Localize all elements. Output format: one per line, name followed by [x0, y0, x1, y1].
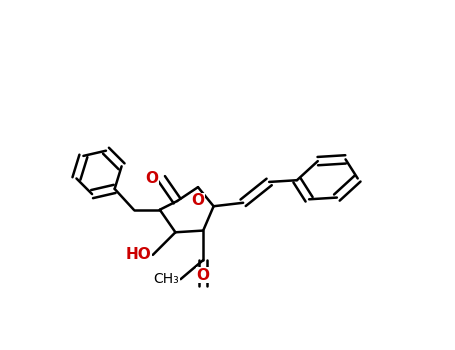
Text: O: O — [192, 194, 204, 208]
Text: O: O — [145, 171, 158, 186]
Text: CH₃: CH₃ — [153, 272, 179, 286]
Text: O: O — [197, 268, 210, 283]
Text: HO: HO — [126, 247, 151, 262]
